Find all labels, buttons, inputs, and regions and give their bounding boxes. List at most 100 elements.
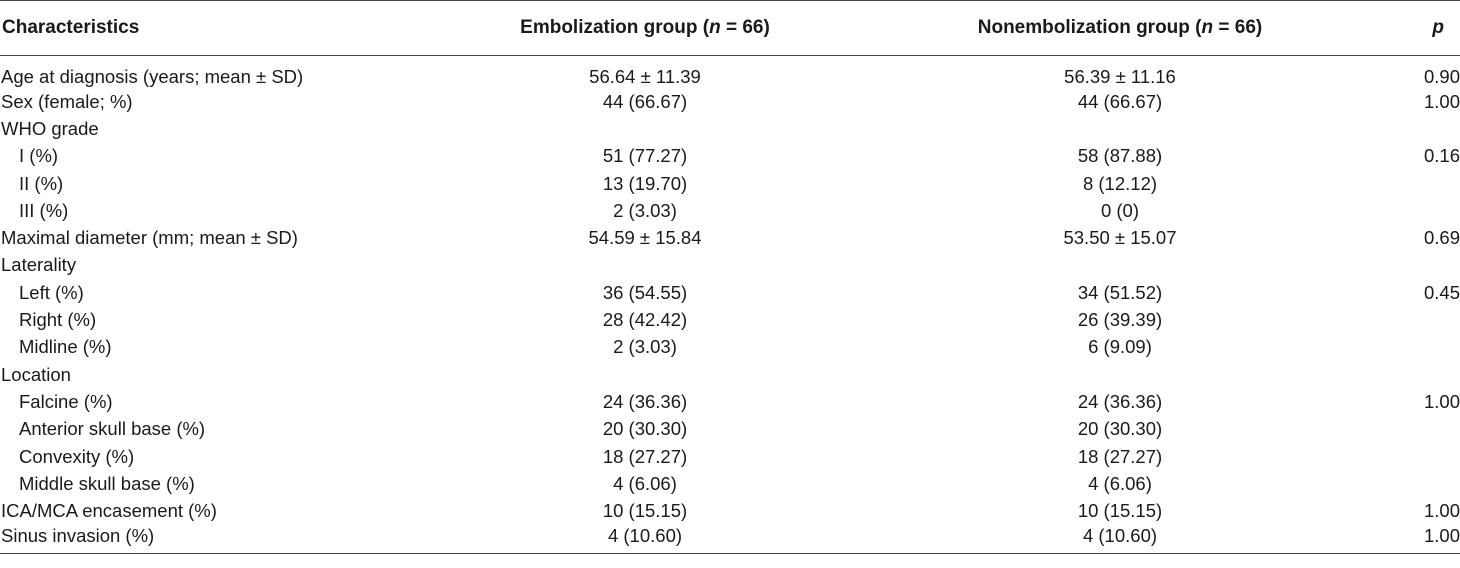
row-nonembolization-value: 0 (0) [1100,199,1140,221]
table-row: Convexity (%) 18 (27.27) 18 (27.27) [0,443,1460,470]
row-label: Laterality [1,254,77,276]
row-nonembolization-value: 56.39 ± 11.16 [1064,66,1176,87]
table-row: II (%) 13 (19.70) 8 (12.12) [0,170,1460,197]
row-nonembolization-value [860,115,1380,142]
table-row: Midline (%) 2 (3.03) 6 (9.09) [0,334,1460,361]
row-embolization-value: 51 (77.27) [602,145,688,167]
row-label: Right (%) [19,309,97,331]
row-p-value [1380,252,1460,279]
row-nonembolization-value: 26 (39.39) [1077,309,1163,331]
table-row: Right (%) 28 (42.42) 26 (39.39) [0,306,1460,333]
row-embolization-value: 24 (36.36) [602,390,688,412]
table-row: Sinus invasion (%) 4 (10.60) 4 (10.60) 1.00 [0,524,1460,554]
row-embolization-value: 36 (54.55) [602,281,688,303]
row-p-value: 1.00 [1380,524,1460,554]
row-label: Left (%) [19,281,84,303]
header-row: Characteristics Embolization group (n = … [0,0,1460,56]
table-row: Maximal diameter (mm; mean ± SD) 54.59 ± … [0,224,1460,251]
row-nonembolization-value: 44 (66.67) [1077,90,1163,112]
table-header: Characteristics Embolization group (n = … [0,0,1460,56]
row-embolization-value: 10 (15.15) [602,500,688,522]
row-label: Middle skull base (%) [19,472,195,494]
row-p-value: 0.16 [1423,145,1460,167]
row-p-value [1380,443,1460,470]
row-p-value [1380,470,1460,497]
row-embolization-value [430,361,860,388]
row-embolization-value: 54.59 ± 15.84 [588,227,702,249]
row-embolization-value: 2 (3.03) [613,199,677,221]
header-emb-suffix: = 66) [720,17,770,38]
table-body: Age at diagnosis (years; mean ± SD) 56.64… [0,56,1460,554]
row-label: WHO grade [1,117,99,139]
header-p-value: p [1380,0,1460,56]
table-row: WHO grade [0,115,1460,142]
row-embolization-value: 28 (42.42) [602,309,688,331]
row-nonembolization-value: 4 (10.60) [860,524,1380,554]
row-label: III (%) [19,199,69,221]
table-row: Sex (female; %) 44 (66.67) 44 (66.67) 1.00 [0,88,1460,115]
row-embolization-value [430,252,860,279]
row-p-value: 1.00 [1423,500,1460,522]
row-embolization-value: 13 (19.70) [602,172,688,194]
row-label: I (%) [19,145,59,167]
row-nonembolization-value: 58 (87.88) [1077,145,1163,167]
row-label: Sinus invasion (%) [0,524,430,554]
row-p-value [1380,170,1460,197]
table-row: Anterior skull base (%) 20 (30.30) 20 (30.… [0,416,1460,443]
row-label: Location [1,363,71,385]
row-label: Maximal diameter (mm; mean ± SD) [1,227,298,249]
row-p-value [1380,334,1460,361]
row-nonembolization-value: 34 (51.52) [1077,281,1163,303]
table-row: Falcine (%) 24 (36.36) 24 (36.36) 1.00 [0,388,1460,415]
table-row: Middle skull base (%) 4 (6.06) 4 (6.06) [0,470,1460,497]
row-p-value: 0.45 [1423,281,1460,303]
row-nonembolization-value: 53.50 ± 15.07 [1063,227,1177,249]
row-nonembolization-value: 10 (15.15) [1077,500,1163,522]
row-p-value: 1.00 [1423,390,1460,412]
row-nonembolization-value: 18 (27.27) [1077,445,1163,467]
row-label: II (%) [19,172,64,194]
row-label: Anterior skull base (%) [19,418,206,440]
row-label: Falcine (%) [19,390,113,412]
table-row: Left (%) 36 (54.55) 34 (51.52) 0.45 [0,279,1460,306]
row-p-value: 0.69 [1423,227,1460,249]
row-p-value [1380,115,1460,142]
row-p-value: 0.90 [1423,66,1460,87]
header-non-prefix: Nonembolization group ( [977,17,1202,38]
header-emb-prefix: Embolization group ( [520,17,710,38]
row-p-value [1380,361,1460,388]
row-p-value [1380,306,1460,333]
table-row: Laterality [0,252,1460,279]
row-label: Sex (female; %) [1,90,133,112]
header-characteristics: Characteristics [0,0,430,56]
header-non-suffix: = 66) [1213,17,1263,38]
row-nonembolization-value [860,252,1380,279]
row-nonembolization-value: 4 (6.06) [1088,472,1152,494]
header-embolization-group: Embolization group (n = 66) [430,0,860,56]
row-embolization-value: 44 (66.67) [602,90,688,112]
row-embolization-value: 4 (10.60) [430,524,860,554]
row-nonembolization-value: 24 (36.36) [1077,390,1163,412]
row-p-value: 1.00 [1423,90,1460,112]
row-embolization-value [430,115,860,142]
row-p-value [1380,197,1460,224]
row-embolization-value: 20 (30.30) [602,418,688,440]
row-p-value [1380,416,1460,443]
row-label: ICA/MCA encasement (%) [1,500,217,522]
header-emb-n: n [709,17,721,38]
table-row: I (%) 51 (77.27) 58 (87.88) 0.16 [0,143,1460,170]
row-embolization-value: 56.64 ± 11.39 [589,66,701,87]
row-nonembolization-value: 20 (30.30) [1077,418,1163,440]
table-row: Location [0,361,1460,388]
row-nonembolization-value: 6 (9.09) [1088,336,1152,358]
row-nonembolization-value [860,361,1380,388]
row-label: Convexity (%) [19,445,135,467]
header-non-n: n [1201,17,1214,38]
row-label: Age at diagnosis (years; mean ± SD) [1,66,304,87]
table-row: Age at diagnosis (years; mean ± SD) 56.64… [0,56,1460,89]
characteristics-table: Characteristics Embolization group (n = … [0,0,1460,554]
row-embolization-value: 18 (27.27) [602,445,688,467]
table-row: III (%) 2 (3.03) 0 (0) [0,197,1460,224]
header-nonembolization-group: Nonembolization group (n = 66) [860,0,1380,56]
